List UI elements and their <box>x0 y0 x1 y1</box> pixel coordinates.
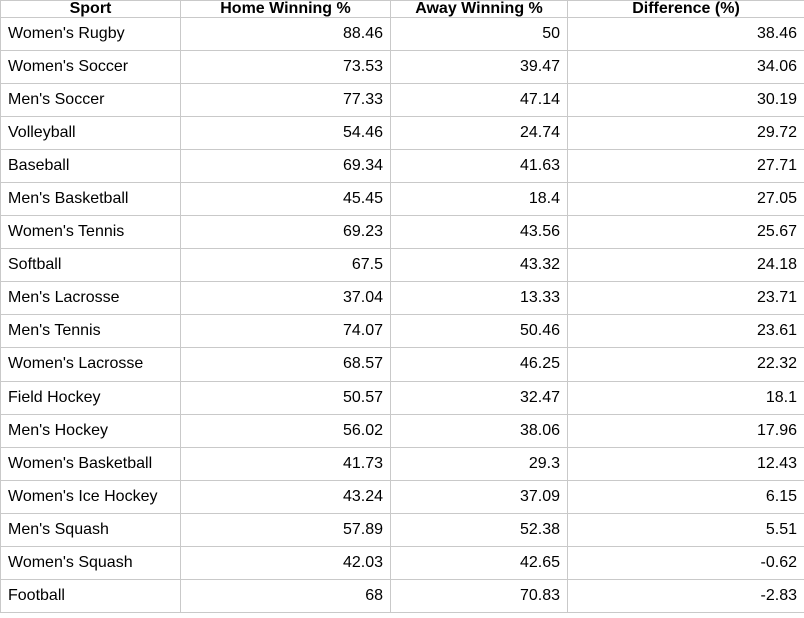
home-winning-cell: 42.03 <box>180 545 391 580</box>
sport-cell: Women's Rugby <box>0 16 181 52</box>
away-winning-cell: 18.4 <box>390 182 568 217</box>
away-winning-cell: 24.74 <box>390 116 568 151</box>
away-winning-cell: 39.47 <box>390 50 568 85</box>
home-winning-cell: 57.89 <box>180 512 391 547</box>
away-winning-cell: 47.14 <box>390 83 568 118</box>
table-row: Women's Basketball 41.73 29.3 12.43 <box>0 446 804 481</box>
difference-cell: 5.51 <box>567 512 804 547</box>
away-winning-cell: 42.65 <box>390 545 568 580</box>
away-winning-cell: 41.63 <box>390 149 568 184</box>
home-winning-cell: 77.33 <box>180 83 391 118</box>
header-row: Sport Home Winning % Away Winning % Diff… <box>0 0 804 18</box>
table-row: Men's Basketball 45.45 18.4 27.05 <box>0 182 804 217</box>
table-row: Football 68 70.83 -2.83 <box>0 578 804 614</box>
table-row: Men's Squash 57.89 52.38 5.51 <box>0 512 804 547</box>
table-row: Men's Soccer 77.33 47.14 30.19 <box>0 83 804 118</box>
away-winning-cell: 38.06 <box>390 413 568 448</box>
home-winning-cell: 88.46 <box>180 16 391 52</box>
away-winning-cell: 29.3 <box>390 446 568 481</box>
home-winning-cell: 74.07 <box>180 314 391 349</box>
difference-cell: -0.62 <box>567 545 804 580</box>
difference-cell: 23.71 <box>567 281 804 316</box>
away-winning-cell: 50.46 <box>390 314 568 349</box>
difference-cell: 29.72 <box>567 116 804 151</box>
home-winning-cell: 68.57 <box>180 347 391 382</box>
table-row: Men's Hockey 56.02 38.06 17.96 <box>0 413 804 448</box>
home-winning-cell: 69.34 <box>180 149 391 184</box>
table-row: Volleyball 54.46 24.74 29.72 <box>0 116 804 151</box>
difference-cell: 27.05 <box>567 182 804 217</box>
home-winning-cell: 68 <box>180 578 391 614</box>
sport-cell: Volleyball <box>0 116 181 151</box>
difference-cell: 22.32 <box>567 347 804 382</box>
difference-cell: 34.06 <box>567 50 804 85</box>
away-winning-cell: 43.32 <box>390 248 568 283</box>
difference-cell: 17.96 <box>567 413 804 448</box>
table-body: Women's Rugby 88.46 50 38.46 Women's Soc… <box>0 16 804 614</box>
sport-cell: Field Hockey <box>0 380 181 415</box>
sport-cell: Men's Hockey <box>0 413 181 448</box>
sport-cell: Baseball <box>0 149 181 184</box>
table-row: Women's Soccer 73.53 39.47 34.06 <box>0 50 804 85</box>
home-winning-cell: 73.53 <box>180 50 391 85</box>
table-row: Women's Tennis 69.23 43.56 25.67 <box>0 215 804 250</box>
home-winning-cell: 45.45 <box>180 182 391 217</box>
sport-cell: Men's Soccer <box>0 83 181 118</box>
sport-cell: Women's Soccer <box>0 50 181 85</box>
home-winning-cell: 54.46 <box>180 116 391 151</box>
sport-cell: Women's Ice Hockey <box>0 479 181 514</box>
difference-cell: 38.46 <box>567 16 804 52</box>
table-row: Women's Rugby 88.46 50 38.46 <box>0 16 804 52</box>
difference-cell: 30.19 <box>567 83 804 118</box>
difference-cell: 23.61 <box>567 314 804 349</box>
away-winning-cell: 43.56 <box>390 215 568 250</box>
table-row: Field Hockey 50.57 32.47 18.1 <box>0 380 804 415</box>
table-row: Softball 67.5 43.32 24.18 <box>0 248 804 283</box>
difference-cell: 12.43 <box>567 446 804 481</box>
away-winning-cell: 32.47 <box>390 380 568 415</box>
table-row: Women's Squash 42.03 42.65 -0.62 <box>0 545 804 580</box>
away-winning-cell: 13.33 <box>390 281 568 316</box>
away-winning-cell: 52.38 <box>390 512 568 547</box>
difference-cell: -2.83 <box>567 578 804 614</box>
sport-cell: Men's Basketball <box>0 182 181 217</box>
away-winning-cell: 46.25 <box>390 347 568 382</box>
table-row: Women's Ice Hockey 43.24 37.09 6.15 <box>0 479 804 514</box>
difference-cell: 27.71 <box>567 149 804 184</box>
sport-cell: Women's Lacrosse <box>0 347 181 382</box>
difference-cell: 24.18 <box>567 248 804 283</box>
sport-cell: Women's Squash <box>0 545 181 580</box>
home-winning-cell: 50.57 <box>180 380 391 415</box>
table-row: Men's Lacrosse 37.04 13.33 23.71 <box>0 281 804 316</box>
home-winning-cell: 41.73 <box>180 446 391 481</box>
sport-cell: Men's Lacrosse <box>0 281 181 316</box>
away-winning-cell: 37.09 <box>390 479 568 514</box>
column-header-away-winning: Away Winning % <box>390 0 568 18</box>
away-winning-cell: 50 <box>390 16 568 52</box>
home-winning-cell: 67.5 <box>180 248 391 283</box>
table-row: Women's Lacrosse 68.57 46.25 22.32 <box>0 347 804 382</box>
away-winning-cell: 70.83 <box>390 578 568 614</box>
difference-cell: 18.1 <box>567 380 804 415</box>
difference-cell: 6.15 <box>567 479 804 514</box>
column-header-sport: Sport <box>0 0 181 18</box>
column-header-home-winning: Home Winning % <box>180 0 391 18</box>
table-row: Men's Tennis 74.07 50.46 23.61 <box>0 314 804 349</box>
sport-cell: Women's Tennis <box>0 215 181 250</box>
table-row: Baseball 69.34 41.63 27.71 <box>0 149 804 184</box>
sport-cell: Softball <box>0 248 181 283</box>
sport-cell: Men's Squash <box>0 512 181 547</box>
home-winning-cell: 69.23 <box>180 215 391 250</box>
sport-cell: Men's Tennis <box>0 314 181 349</box>
difference-cell: 25.67 <box>567 215 804 250</box>
column-header-difference: Difference (%) <box>567 0 804 18</box>
home-winning-cell: 43.24 <box>180 479 391 514</box>
sport-cell: Football <box>0 578 181 614</box>
sport-cell: Women's Basketball <box>0 446 181 481</box>
home-winning-cell: 37.04 <box>180 281 391 316</box>
home-winning-cell: 56.02 <box>180 413 391 448</box>
